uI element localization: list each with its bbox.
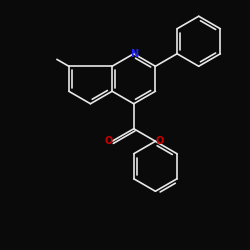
Text: O: O [155,136,163,146]
Text: N: N [130,49,138,59]
Text: O: O [104,136,112,146]
